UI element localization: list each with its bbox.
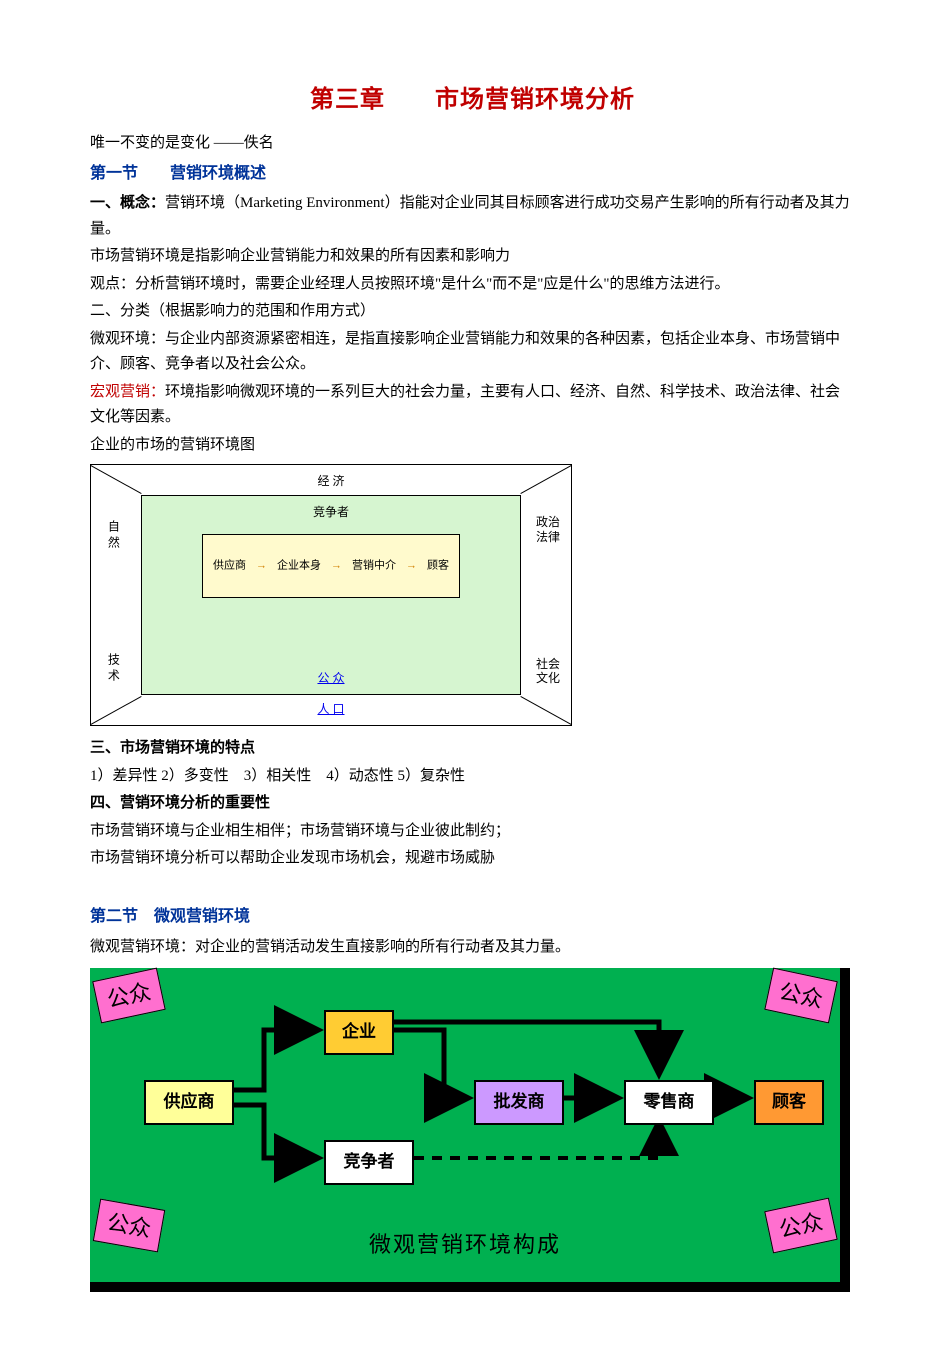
node-wholesaler: 批发商 xyxy=(474,1080,564,1125)
outer-top: 经 济 xyxy=(91,471,571,491)
inner-top: 竞争者 xyxy=(142,502,520,522)
outer-right-top: 政治法律 xyxy=(533,515,563,544)
para-macro: 宏观营销：环境指影响微观环境的一系列巨大的社会力量，主要有人口、经济、自然、科学… xyxy=(90,380,855,431)
micro-canvas: 供应商 企业 竞争者 批发商 零售商 顾客 xyxy=(114,990,816,1220)
para-diagram-caption: 企业的市场的营销环境图 xyxy=(90,433,855,459)
outer-left-top: 自然 xyxy=(103,520,123,552)
inner-bottom: 公 众 xyxy=(142,668,520,688)
para-classify: 二、分类（根据影响力的范围和作用方式） xyxy=(90,299,855,325)
h3-body: 1）差异性 2）多变性 3）相关性 4）动态性 5）复杂性 xyxy=(90,764,855,790)
section2-title: 第二节 微观营销环境 xyxy=(90,903,855,930)
macro-body: 环境指影响微观环境的一系列巨大的社会力量，主要有人口、经济、自然、科学技术、政治… xyxy=(90,384,840,426)
h4-p2: 市场营销环境分析可以帮助企业发现市场机会，规避市场威胁 xyxy=(90,846,855,872)
para-def2: 市场营销环境是指影响企业营销能力和效果的所有因素和影响力 xyxy=(90,244,855,270)
outer-left-bot: 技术 xyxy=(103,653,123,685)
h3-title: 三、市场营销环境的特点 xyxy=(90,736,855,762)
micro-diagram: 公众 公众 公众 公众 供应商 企业 竞争者 xyxy=(90,968,850,1291)
arrow-icon: → xyxy=(331,557,342,576)
arrow-icon: → xyxy=(256,557,267,576)
section2-intro: 微观营销环境：对企业的营销活动发生直接影响的所有行动者及其力量。 xyxy=(90,935,855,961)
core-1: 企业本身 xyxy=(277,557,321,576)
quote-line: 唯一不变的是变化 ——佚名 xyxy=(90,131,855,157)
env-diagram: 经 济 人 口 自然 技术 政治法律 社会文化 竞争者 公 众 供应商 → 企业… xyxy=(90,464,572,726)
macro-label: 宏观营销： xyxy=(90,384,165,400)
env-inner: 竞争者 公 众 供应商 → 企业本身 → 营销中介 → 顾客 xyxy=(141,495,521,695)
outer-bottom: 人 口 xyxy=(91,699,571,719)
core-2: 营销中介 xyxy=(352,557,396,576)
env-core: 供应商 → 企业本身 → 营销中介 → 顾客 xyxy=(202,534,460,598)
concept-para: 一、概念：营销环境（Marketing Environment）指能对企业同其目… xyxy=(90,191,855,242)
node-enterprise: 企业 xyxy=(324,1010,394,1055)
para-viewpoint: 观点：分析营销环境时，需要企业经理人员按照环境"是什么"而不是"应是什么"的思维… xyxy=(90,272,855,298)
core-3: 顾客 xyxy=(427,557,449,576)
h4-p1: 市场营销环境与企业相生相伴；市场营销环境与企业彼此制约； xyxy=(90,819,855,845)
micro-title: 微观营销环境构成 xyxy=(114,1226,816,1263)
concept-body: 营销环境（Marketing Environment）指能对企业同其目标顾客进行… xyxy=(90,195,850,237)
section1-title: 第一节 营销环境概述 xyxy=(90,160,855,187)
node-retailer: 零售商 xyxy=(624,1080,714,1125)
outer-right-bot: 社会文化 xyxy=(533,657,563,686)
chapter-title: 第三章 市场营销环境分析 xyxy=(90,80,855,121)
node-supplier: 供应商 xyxy=(144,1080,234,1125)
core-0: 供应商 xyxy=(213,557,246,576)
h4-title: 四、营销环境分析的重要性 xyxy=(90,791,855,817)
arrow-icon: → xyxy=(406,557,417,576)
node-customer: 顾客 xyxy=(754,1080,824,1125)
para-micro: 微观环境：与企业内部资源紧密相连，是指直接影响企业营销能力和效果的各种因素，包括… xyxy=(90,327,855,378)
node-competitor: 竞争者 xyxy=(324,1140,414,1185)
core-flow-row: 供应商 → 企业本身 → 营销中介 → 顾客 xyxy=(203,557,459,576)
concept-label: 一、概念： xyxy=(90,195,165,211)
